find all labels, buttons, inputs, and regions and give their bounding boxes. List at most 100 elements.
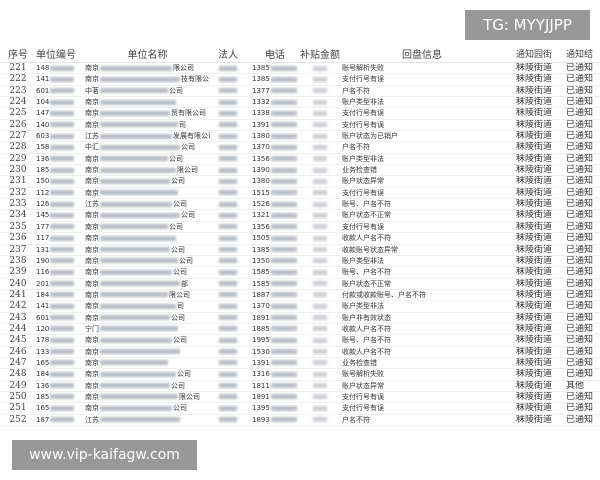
- table-row[interactable]: 251 165 南京 公司 1395 支付行号有误 秣陵街道 已通知: [0, 403, 600, 415]
- cell-code: 177: [36, 222, 84, 233]
- cell-seq: 221: [9, 63, 27, 73]
- cell-phone: 1385: [252, 74, 298, 85]
- cell-info: 支付行号有误: [342, 222, 384, 231]
- table-row[interactable]: 252 187 江苏 1893 户名不符 秣陵街道 已通知: [0, 415, 600, 426]
- cell-code: 131: [36, 245, 84, 256]
- redacted-blur: [313, 156, 327, 162]
- table-row[interactable]: 229 136 南京 公司 1356 账户类型非法 秣陵街道 已通知: [0, 153, 600, 166]
- cell-result: 已通知: [566, 312, 594, 323]
- cell-result: 已通知: [566, 153, 594, 164]
- cell-amount: [300, 142, 340, 153]
- cell-result: 已通知: [566, 165, 594, 176]
- cell-name: 南京 技有限公司: [85, 74, 210, 85]
- cell-amount: [300, 392, 340, 403]
- table-row[interactable]: 230 185 南京 限公司 1390 业务检查错 秣陵街道 已通知: [0, 165, 600, 177]
- table-row[interactable]: 249 136 南京 公司 1811 账户状态异常 秣陵街道 其他: [0, 381, 600, 392]
- cell-rep: [212, 256, 244, 267]
- table-row[interactable]: 243 601 南京 公司 1891 账户非有效状态 秣陵街道 已通知: [0, 313, 600, 324]
- table-row[interactable]: 245 178 南京 公司 1995 账号、户名不符 秣陵街道 已通知: [0, 335, 600, 347]
- name-suffix: 公司: [171, 381, 185, 390]
- header-street[interactable]: 通知园街: [515, 50, 552, 60]
- cell-info: 支付行号有误: [342, 188, 384, 197]
- cell-seq: 230: [9, 165, 27, 176]
- header-amount[interactable]: 补贴金额: [300, 50, 340, 61]
- spreadsheet-table: 序号 单位编号 单位名称 法人 电话 补贴金额 回盘信息 通知园街 通知结 22…: [0, 48, 600, 426]
- header-code[interactable]: 单位编号: [36, 50, 76, 61]
- name-suffix: 技有限公司: [181, 75, 210, 84]
- cell-code: 140: [36, 120, 84, 131]
- cell-street: 秣陵街道: [515, 289, 552, 300]
- table-row[interactable]: 223 601 中茗 公司 1377 户名不符 秣陵街道 已通知: [0, 86, 600, 98]
- cell-info: 支付行号有误: [342, 109, 384, 118]
- table-row[interactable]: 222 141 南京 技有限公司 1385 支付行号有误 秣陵街道 已通知: [0, 74, 600, 86]
- table-row[interactable]: 237 131 南京 公司 1385 收款账号状态异常 秣陵街道 已通知: [0, 245, 600, 256]
- header-rep[interactable]: 法人: [218, 50, 238, 61]
- cell-amount: [300, 233, 340, 244]
- table-row[interactable]: 221 148 南京 限公司 1385 账号解析失败 秣陵街道 已通知: [0, 63, 600, 75]
- cell-code: 158: [36, 142, 84, 153]
- phone-visible: 1390: [252, 166, 270, 175]
- table-row[interactable]: 241 184 南京 限公司 1887 付款或收款账号、户名不符 秣陵街道 已通知: [0, 289, 600, 302]
- header-result[interactable]: 通知结: [566, 50, 594, 60]
- cell-phone: 1380: [252, 176, 298, 187]
- cell-street: 秣陵街道: [515, 153, 552, 164]
- cell-phone: 1338: [252, 108, 298, 119]
- table-row[interactable]: 232 112 南京 1515 支付行号有误 秣陵街道 已通知: [0, 187, 600, 200]
- redacted-blur: [50, 110, 75, 116]
- table-row[interactable]: 236 117 南京 1505 收款人户名不符 秣陵街道 已通知: [0, 233, 600, 245]
- table-row[interactable]: 233 126 江苏 公司 1526 账号、户名不符 秣陵街道 已通知: [0, 199, 600, 211]
- table-row[interactable]: 234 145 南京 公司 1321 账户状态不正常 秣陵街道 已通知: [0, 210, 600, 222]
- redacted-blur: [270, 247, 297, 252]
- redacted-blur: [219, 258, 237, 264]
- header-name[interactable]: 单位名称: [127, 50, 168, 61]
- table-row[interactable]: 224 104 南京 1332 账户类型非法 秣陵街道 已通知: [0, 97, 600, 109]
- cell-name: 中茗 公司: [85, 86, 210, 97]
- name-prefix: 南京: [85, 166, 99, 175]
- name-suffix: 公司: [179, 256, 193, 265]
- code-visible: 190: [36, 256, 50, 265]
- name-suffix: 司: [177, 302, 184, 311]
- redacted-blur: [313, 247, 327, 252]
- redacted-blur: [270, 269, 297, 275]
- code-visible: 178: [36, 336, 50, 345]
- cell-result: 已通知: [566, 187, 594, 198]
- redacted-blur: [270, 258, 297, 264]
- table-row[interactable]: 240 201 南京 部 1585 账户状态不正常 秣陵街道 已通知: [0, 279, 600, 290]
- table-row[interactable]: 242 141 南京 司 1370 账户类型非法 秣陵街道 已通知: [0, 301, 600, 313]
- redacted-blur: [270, 292, 297, 298]
- redacted-blur: [219, 269, 237, 275]
- header-seq[interactable]: 序号: [8, 50, 28, 61]
- cell-phone: 1321: [252, 210, 298, 221]
- phone-visible: 1585: [252, 268, 270, 277]
- redacted-blur: [270, 65, 297, 71]
- table-row[interactable]: 246 133 南京 1530 收款人户名不符 秣陵街道 已通知: [0, 347, 600, 358]
- table-row[interactable]: 247 165 南京 1391 业务检查错 秣陵街道 已通知: [0, 357, 600, 370]
- name-suffix: 公司: [177, 370, 191, 379]
- table-row[interactable]: 244 120 宁门 1885 收款人户名不符 秣陵街道 已通知: [0, 324, 600, 336]
- table-row[interactable]: 238 190 南京 公司 1350 账户类型非法 秣陵街道 已通知: [0, 256, 600, 268]
- cell-code: 601: [36, 86, 84, 97]
- table-row[interactable]: 228 158 中汇 公司 1370 户名不符 秣陵街道 已通知: [0, 142, 600, 154]
- header-phone[interactable]: 电话: [265, 50, 285, 61]
- table-row[interactable]: 231 150 南京 公司 1380 账户状态异常 秣陵街道 已通知: [0, 176, 600, 188]
- redacted-blur: [100, 371, 176, 377]
- cell-info: 收款人户名不符: [342, 324, 391, 333]
- table-row[interactable]: 226 140 南京 司 1391 支付行号有误 秣陵街道 已通知: [0, 120, 600, 132]
- table-row[interactable]: 250 185 南京 限公司 1891 支付行号有误 秣陵街道 已通知: [0, 392, 600, 404]
- cell-street: 秣陵街道: [515, 187, 552, 198]
- table-row[interactable]: 235 177 南京 公司 1356 支付行号有误 秣陵街道 已通知: [0, 222, 600, 234]
- header-info[interactable]: 回盘信息: [402, 50, 442, 61]
- name-prefix: 江苏: [85, 415, 99, 424]
- cell-info: 账户状态为已销户: [342, 132, 398, 141]
- table-row[interactable]: 225 147 南京 贸有限公司 1338 支付行号有误 秣陵街道 已通知: [0, 108, 600, 120]
- table-row[interactable]: 248 184 南京 公司 1316 账号解析失败 秣陵街道 已通知: [0, 369, 600, 381]
- cell-amount: [300, 176, 340, 187]
- cell-result: 已通知: [566, 357, 594, 368]
- phone-visible: 1338: [252, 109, 270, 118]
- cell-result: 已通知: [566, 176, 594, 187]
- redacted-blur: [270, 201, 297, 207]
- table-row[interactable]: 239 116 南京 公司 1585 账号、户名不符 秣陵街道 已通知: [0, 267, 600, 279]
- cell-code: 136: [36, 154, 84, 165]
- table-row[interactable]: 227 603 江苏 发展有限公司 1380 账户状态为已销户 秣陵街道 已通知: [0, 131, 600, 143]
- cell-amount: [300, 347, 340, 358]
